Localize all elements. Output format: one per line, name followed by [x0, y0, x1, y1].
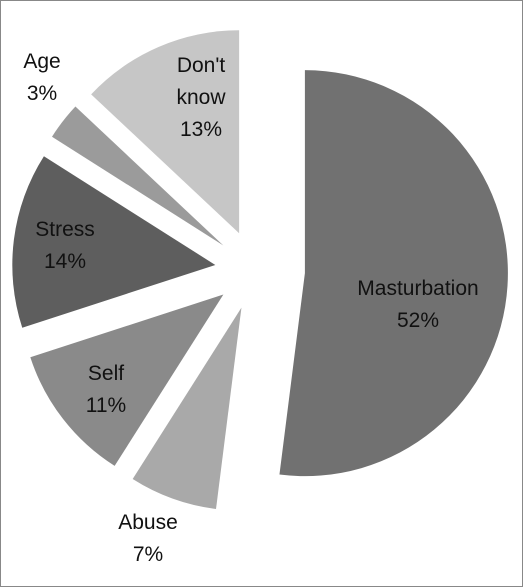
value-label: 3%	[26, 82, 58, 105]
value-label: 13%	[179, 118, 223, 141]
value-label: 11%	[85, 394, 127, 417]
pie-slice	[279, 70, 508, 477]
value-label: 14%	[43, 250, 87, 273]
category-label: Self	[87, 362, 125, 385]
category-label: Masturbation	[357, 277, 479, 300]
slice-label: Stress 14%	[35, 214, 95, 278]
slice-label: Self 11%	[86, 358, 126, 422]
value-label: 52%	[396, 309, 440, 332]
category-label: Stress	[35, 218, 95, 241]
pie-slice	[12, 156, 216, 328]
slice-label: Masturbation 52%	[357, 273, 478, 337]
value-label: 7%	[132, 543, 164, 566]
pie-slice	[51, 106, 224, 246]
pie-slice	[132, 307, 242, 510]
category-label: Don't know	[176, 54, 226, 109]
category-label: Age	[23, 50, 61, 73]
pie-slice	[91, 30, 240, 234]
slice-label: Don't know 13%	[166, 50, 236, 146]
pie-slice	[30, 294, 224, 466]
slice-label: Age 3%	[23, 46, 60, 110]
slice-label: Abuse 7%	[118, 507, 178, 571]
category-label: Abuse	[118, 511, 178, 534]
